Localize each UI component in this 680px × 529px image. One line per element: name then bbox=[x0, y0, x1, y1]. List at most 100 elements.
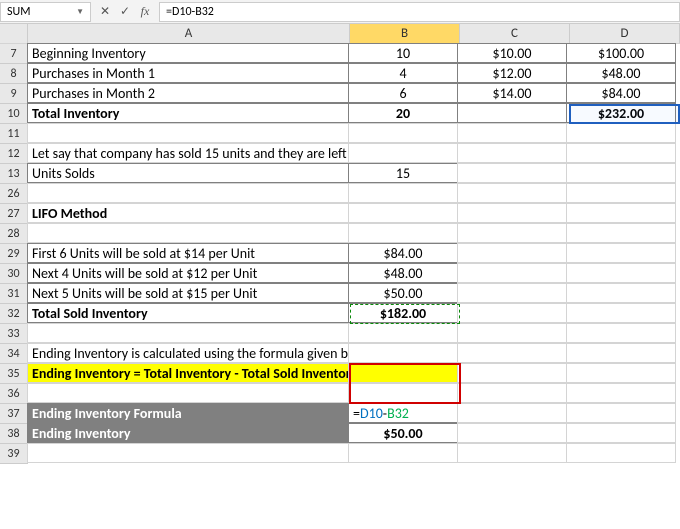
cell-a30[interactable]: Next 4 Units will be sold at $12 per Uni… bbox=[27, 263, 349, 283]
cell-c39[interactable] bbox=[457, 443, 567, 463]
cell-d35[interactable] bbox=[566, 363, 676, 383]
row-header-28[interactable]: 28 bbox=[0, 224, 28, 244]
select-all-corner[interactable] bbox=[0, 24, 28, 44]
cell-d7[interactable]: $100.00 bbox=[566, 43, 676, 63]
cell-c34[interactable] bbox=[457, 343, 567, 363]
cell-d8[interactable]: $48.00 bbox=[566, 63, 676, 83]
cell-b33[interactable] bbox=[348, 323, 458, 343]
cell-a31[interactable]: Next 5 Units will be sold at $15 per Uni… bbox=[27, 283, 349, 303]
cell-a35[interactable]: Ending Inventory = Total Inventory - Tot… bbox=[27, 363, 349, 383]
cell-b13[interactable]: 15 bbox=[348, 163, 458, 183]
col-header-b[interactable]: B bbox=[350, 24, 460, 44]
row-header-27[interactable]: 27 bbox=[0, 204, 28, 224]
check-icon[interactable]: ✓ bbox=[117, 4, 133, 20]
cell-d27[interactable] bbox=[566, 203, 676, 223]
cell-c11[interactable] bbox=[457, 123, 567, 143]
cell-c27[interactable] bbox=[457, 203, 567, 223]
cell-c32[interactable] bbox=[457, 303, 567, 323]
cell-c7[interactable]: $10.00 bbox=[457, 43, 567, 63]
cell-d12[interactable] bbox=[566, 143, 676, 163]
cell-d39[interactable] bbox=[566, 443, 676, 463]
cell-a26[interactable] bbox=[27, 183, 349, 203]
cell-b7[interactable]: 10 bbox=[348, 43, 458, 63]
row-header-11[interactable]: 11 bbox=[0, 124, 28, 144]
cell-b10[interactable]: 20 bbox=[348, 103, 458, 123]
cell-b11[interactable] bbox=[348, 123, 458, 143]
row-header-29[interactable]: 29 bbox=[0, 244, 28, 264]
row-header-38[interactable]: 38 bbox=[0, 424, 28, 444]
cell-a7[interactable]: Beginning Inventory bbox=[27, 43, 349, 63]
row-header-7[interactable]: 7 bbox=[0, 44, 28, 64]
cell-c36[interactable] bbox=[457, 383, 567, 403]
col-header-d[interactable]: D bbox=[570, 24, 680, 44]
cell-b12[interactable] bbox=[348, 143, 458, 163]
row-header-34[interactable]: 34 bbox=[0, 344, 28, 364]
cell-a13[interactable]: Units Solds bbox=[27, 163, 349, 183]
cell-a36[interactable] bbox=[27, 383, 349, 403]
row-header-8[interactable]: 8 bbox=[0, 64, 28, 84]
cell-b32[interactable]: $182.00 bbox=[348, 303, 458, 323]
cell-b30[interactable]: $48.00 bbox=[348, 263, 458, 283]
row-header-10[interactable]: 10 bbox=[0, 104, 28, 124]
cell-b31[interactable]: $50.00 bbox=[348, 283, 458, 303]
cell-b36[interactable] bbox=[348, 383, 458, 403]
cell-c12[interactable] bbox=[457, 143, 567, 163]
row-header-32[interactable]: 32 bbox=[0, 304, 28, 324]
cell-a32[interactable]: Total Sold Inventory bbox=[27, 303, 349, 323]
row-header-37[interactable]: 37 bbox=[0, 404, 28, 424]
cell-d10[interactable]: $232.00 bbox=[566, 103, 676, 123]
row-header-26[interactable]: 26 bbox=[0, 184, 28, 204]
row-header-12[interactable]: 12 bbox=[0, 144, 28, 164]
cell-d28[interactable] bbox=[566, 223, 676, 243]
cell-a34[interactable]: Ending Inventory is calculated using the… bbox=[27, 343, 349, 363]
row-header-9[interactable]: 9 bbox=[0, 84, 28, 104]
row-header-39[interactable]: 39 bbox=[0, 444, 28, 464]
cell-c10[interactable] bbox=[457, 103, 567, 123]
cell-d33[interactable] bbox=[566, 323, 676, 343]
cell-d32[interactable] bbox=[566, 303, 676, 323]
col-header-a[interactable]: A bbox=[28, 24, 350, 44]
cell-d26[interactable] bbox=[566, 183, 676, 203]
row-header-13[interactable]: 13 bbox=[0, 164, 28, 184]
cell-d31[interactable] bbox=[566, 283, 676, 303]
cell-c28[interactable] bbox=[457, 223, 567, 243]
cell-b29[interactable]: $84.00 bbox=[348, 243, 458, 263]
cell-b38[interactable]: $50.00 bbox=[348, 423, 458, 443]
fx-icon[interactable]: fx bbox=[137, 4, 153, 20]
cell-d37[interactable] bbox=[566, 403, 676, 423]
cell-c33[interactable] bbox=[457, 323, 567, 343]
row-header-33[interactable]: 33 bbox=[0, 324, 28, 344]
name-box[interactable]: SUM ▼ bbox=[0, 2, 91, 22]
cell-a37[interactable]: Ending Inventory Formula bbox=[27, 403, 349, 423]
cell-c31[interactable] bbox=[457, 283, 567, 303]
cell-a8[interactable]: Purchases in Month 1 bbox=[27, 63, 349, 83]
row-header-36[interactable]: 36 bbox=[0, 384, 28, 404]
cell-a33[interactable] bbox=[27, 323, 349, 343]
cell-a27[interactable]: LIFO Method bbox=[27, 203, 349, 223]
cell-d11[interactable] bbox=[566, 123, 676, 143]
cell-d9[interactable]: $84.00 bbox=[566, 83, 676, 103]
cell-b26[interactable] bbox=[348, 183, 458, 203]
cell-a28[interactable] bbox=[27, 223, 349, 243]
cell-b35[interactable] bbox=[348, 363, 458, 383]
row-header-31[interactable]: 31 bbox=[0, 284, 28, 304]
cell-b28[interactable] bbox=[348, 223, 458, 243]
cell-c26[interactable] bbox=[457, 183, 567, 203]
cell-b9[interactable]: 6 bbox=[348, 83, 458, 103]
cell-a12[interactable]: Let say that company has sold 15 units a… bbox=[27, 143, 349, 163]
cell-c9[interactable]: $14.00 bbox=[457, 83, 567, 103]
cell-c30[interactable] bbox=[457, 263, 567, 283]
cell-c35[interactable] bbox=[457, 363, 567, 383]
cell-b39[interactable] bbox=[348, 443, 458, 463]
cell-c13[interactable] bbox=[457, 163, 567, 183]
cell-b34[interactable] bbox=[348, 343, 458, 363]
cell-d36[interactable] bbox=[566, 383, 676, 403]
cell-a11[interactable] bbox=[27, 123, 349, 143]
cell-d38[interactable] bbox=[566, 423, 676, 443]
row-header-35[interactable]: 35 bbox=[0, 364, 28, 384]
cell-a38[interactable]: Ending Inventory bbox=[27, 423, 349, 443]
cell-a10[interactable]: Total Inventory bbox=[27, 103, 349, 123]
cell-a39[interactable] bbox=[27, 443, 349, 463]
row-header-30[interactable]: 30 bbox=[0, 264, 28, 284]
cancel-icon[interactable]: ✕ bbox=[97, 4, 113, 20]
